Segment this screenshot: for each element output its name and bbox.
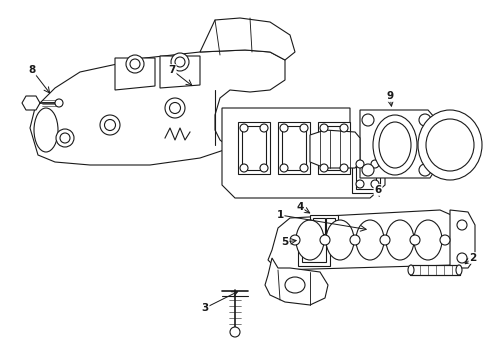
Polygon shape [264, 258, 327, 305]
Ellipse shape [319, 235, 329, 245]
Ellipse shape [385, 220, 413, 260]
Bar [238, 122, 269, 174]
Ellipse shape [319, 164, 327, 172]
Polygon shape [22, 96, 40, 110]
Text: 1: 1 [276, 210, 283, 220]
Ellipse shape [361, 114, 373, 126]
Ellipse shape [407, 265, 413, 275]
Ellipse shape [361, 164, 373, 176]
Polygon shape [359, 110, 434, 178]
Ellipse shape [455, 265, 461, 275]
Ellipse shape [378, 122, 410, 168]
Ellipse shape [260, 164, 267, 172]
Bar [282, 126, 305, 170]
Ellipse shape [229, 327, 240, 337]
Ellipse shape [325, 220, 353, 260]
Text: 4: 4 [296, 202, 303, 212]
Polygon shape [449, 210, 474, 268]
Ellipse shape [355, 220, 383, 260]
Ellipse shape [372, 115, 416, 175]
Ellipse shape [339, 124, 347, 132]
Text: 5: 5 [281, 237, 288, 247]
Bar [317, 122, 349, 174]
Ellipse shape [319, 124, 327, 132]
Ellipse shape [379, 235, 389, 245]
Ellipse shape [280, 124, 287, 132]
Bar [409, 265, 459, 275]
Ellipse shape [413, 220, 441, 260]
Text: 6: 6 [374, 185, 381, 195]
Text: 9: 9 [386, 91, 393, 101]
Ellipse shape [370, 160, 378, 168]
Ellipse shape [417, 110, 481, 180]
Bar [351, 155, 379, 193]
Polygon shape [30, 50, 285, 165]
Bar [325, 218, 334, 234]
Ellipse shape [425, 119, 473, 171]
Ellipse shape [171, 53, 189, 71]
Polygon shape [160, 56, 200, 88]
Polygon shape [309, 130, 359, 168]
Bar [309, 215, 337, 237]
Bar [278, 122, 309, 174]
Ellipse shape [130, 59, 140, 69]
Ellipse shape [355, 180, 363, 188]
Bar [302, 244, 325, 262]
Bar [297, 240, 329, 266]
Ellipse shape [55, 99, 63, 107]
Ellipse shape [60, 133, 70, 143]
Bar [355, 159, 375, 189]
Polygon shape [267, 210, 464, 270]
Ellipse shape [299, 124, 307, 132]
Ellipse shape [100, 115, 120, 135]
Ellipse shape [370, 180, 378, 188]
Ellipse shape [355, 160, 363, 168]
Ellipse shape [104, 120, 115, 130]
Ellipse shape [339, 164, 347, 172]
Polygon shape [222, 108, 384, 198]
Ellipse shape [409, 235, 419, 245]
Text: 2: 2 [468, 253, 476, 263]
Ellipse shape [240, 124, 247, 132]
Ellipse shape [285, 277, 305, 293]
Ellipse shape [289, 235, 299, 245]
Ellipse shape [169, 103, 180, 113]
Polygon shape [200, 18, 294, 60]
Ellipse shape [418, 164, 430, 176]
Bar [312, 218, 325, 234]
Ellipse shape [295, 220, 324, 260]
Text: 7: 7 [168, 65, 175, 75]
Polygon shape [115, 58, 155, 90]
Ellipse shape [418, 114, 430, 126]
Ellipse shape [260, 124, 267, 132]
Ellipse shape [280, 164, 287, 172]
Ellipse shape [175, 57, 184, 67]
Bar [321, 126, 346, 170]
Text: 8: 8 [28, 65, 36, 75]
Ellipse shape [34, 108, 58, 152]
Ellipse shape [126, 55, 143, 73]
Ellipse shape [299, 164, 307, 172]
Ellipse shape [240, 164, 247, 172]
Ellipse shape [56, 129, 74, 147]
Bar [242, 126, 265, 170]
Ellipse shape [164, 98, 184, 118]
Text: 3: 3 [201, 303, 208, 313]
Ellipse shape [349, 235, 359, 245]
Ellipse shape [456, 220, 466, 230]
Ellipse shape [456, 253, 466, 263]
Ellipse shape [439, 235, 449, 245]
